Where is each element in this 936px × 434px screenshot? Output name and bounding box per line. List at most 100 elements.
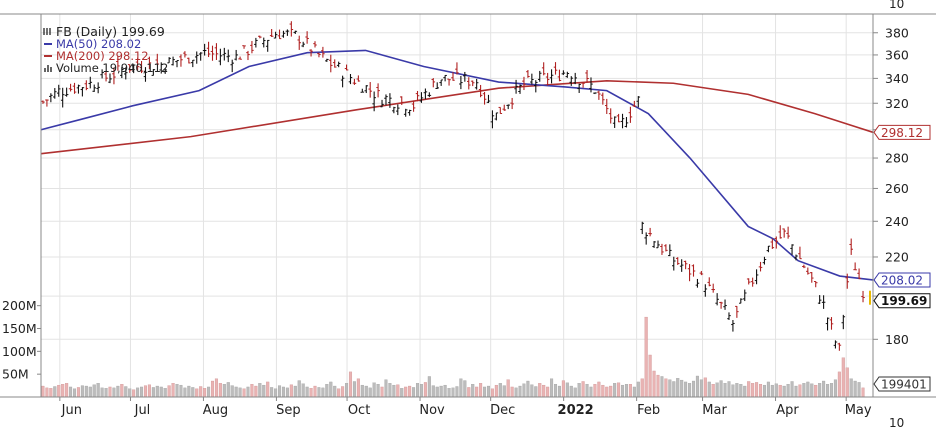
x-tick-label-Jul: Jul bbox=[134, 403, 151, 418]
volume-bar bbox=[853, 380, 857, 398]
volume-bar bbox=[203, 388, 207, 398]
volume-bar bbox=[250, 384, 254, 398]
badge-frame bbox=[873, 272, 931, 288]
volume-bar bbox=[69, 386, 73, 398]
volume-bar bbox=[65, 383, 69, 398]
volume-bar bbox=[652, 370, 656, 398]
volume-bar bbox=[684, 381, 688, 398]
volume-bar bbox=[770, 384, 774, 398]
x-tick-label-2022: 2022 bbox=[558, 403, 594, 418]
volume-bar bbox=[569, 385, 573, 398]
volume-bar bbox=[849, 378, 853, 398]
volume-bar bbox=[61, 384, 65, 398]
volume-bar bbox=[147, 384, 151, 398]
badge-frame bbox=[873, 293, 931, 309]
volume-bar bbox=[380, 386, 384, 398]
volume-bar bbox=[210, 380, 215, 398]
volume-bar bbox=[132, 389, 136, 398]
volume-bar bbox=[585, 384, 589, 398]
volume-bar bbox=[53, 386, 57, 398]
x-tick-label-Sep: Sep bbox=[276, 403, 301, 418]
volume-bar bbox=[841, 357, 845, 398]
volume-bar bbox=[786, 384, 790, 398]
volume-tick-label-200M: 200M bbox=[2, 298, 37, 313]
volume-bar bbox=[479, 383, 483, 398]
volume-bar bbox=[802, 383, 806, 398]
volume-bar bbox=[581, 381, 585, 398]
volume-bar bbox=[782, 385, 786, 398]
volume-bar bbox=[463, 380, 467, 398]
price-tick-label-180: 180 bbox=[885, 332, 909, 347]
x-tick-label-Dec: Dec bbox=[490, 403, 515, 418]
volume-bar bbox=[431, 385, 435, 398]
volume-bar bbox=[230, 385, 234, 398]
volume-bar bbox=[76, 387, 80, 398]
volume-bar bbox=[183, 387, 187, 398]
price-tick-label-260: 260 bbox=[885, 181, 909, 196]
volume-bar bbox=[546, 386, 550, 398]
volume-bar bbox=[727, 381, 731, 398]
volume-bar bbox=[57, 384, 61, 398]
volume-bar bbox=[179, 384, 183, 398]
volume-bar bbox=[794, 385, 798, 398]
volume-bar bbox=[648, 354, 652, 398]
volume-bar bbox=[112, 387, 116, 398]
volume-bar bbox=[593, 384, 597, 398]
volume-bar bbox=[628, 384, 632, 398]
volume-bar bbox=[266, 381, 270, 398]
volume-bar bbox=[238, 387, 242, 398]
volume-bar bbox=[467, 387, 471, 398]
volume-tick-label-50M: 50M bbox=[2, 367, 29, 382]
volume-bar bbox=[530, 384, 534, 398]
volume-bar bbox=[140, 386, 144, 398]
volume-bar bbox=[691, 380, 696, 398]
volume-bar bbox=[861, 387, 865, 398]
volume-bar bbox=[510, 386, 514, 398]
volume-bar bbox=[751, 383, 755, 398]
badge-frame bbox=[873, 124, 931, 140]
volume-bar bbox=[360, 384, 364, 398]
volume-bar bbox=[857, 382, 861, 398]
x-tick-label-Feb: Feb bbox=[637, 403, 660, 418]
volume-bar bbox=[656, 374, 660, 398]
volume-bar bbox=[451, 387, 455, 398]
volume-bar bbox=[108, 386, 112, 398]
volume-bar bbox=[636, 381, 640, 398]
volume-bar bbox=[329, 381, 333, 398]
volume-bar bbox=[104, 388, 108, 398]
volume-bar bbox=[191, 387, 195, 398]
volume-tick-label-100M: 100M bbox=[2, 344, 37, 359]
x-tick-label-Oct: Oct bbox=[348, 403, 370, 418]
volume-bar bbox=[613, 383, 617, 398]
volume-bar bbox=[45, 387, 49, 398]
volume-bar bbox=[341, 386, 345, 398]
volume-bar bbox=[538, 383, 542, 398]
volume-bar bbox=[715, 382, 719, 398]
volume-bar bbox=[609, 385, 613, 398]
volume-bar bbox=[404, 386, 408, 398]
badge-label: 298.12 bbox=[881, 126, 923, 140]
volume-bar bbox=[159, 386, 163, 398]
volume-bar bbox=[151, 387, 155, 398]
volume-bar bbox=[400, 388, 404, 398]
volume-bar bbox=[242, 388, 246, 398]
volume-bar bbox=[490, 388, 494, 398]
volume-bar bbox=[676, 378, 680, 398]
volume-bar bbox=[534, 386, 538, 398]
volume-bar bbox=[301, 383, 305, 398]
price-tick-label-280: 280 bbox=[885, 151, 909, 166]
volume-bar bbox=[124, 386, 128, 398]
volume-bar bbox=[660, 376, 664, 398]
badge-label: 199.69 bbox=[881, 294, 927, 308]
badge-frame bbox=[873, 376, 931, 392]
volume-bar bbox=[392, 384, 396, 398]
volume-bar bbox=[258, 383, 262, 398]
volume-bar bbox=[309, 388, 313, 398]
top-fragment-label: 10 bbox=[889, 0, 904, 11]
volume-bar bbox=[388, 383, 392, 398]
volume-bar bbox=[680, 379, 684, 398]
badge-label: 199401 bbox=[881, 378, 927, 392]
volume-bar bbox=[514, 387, 518, 398]
